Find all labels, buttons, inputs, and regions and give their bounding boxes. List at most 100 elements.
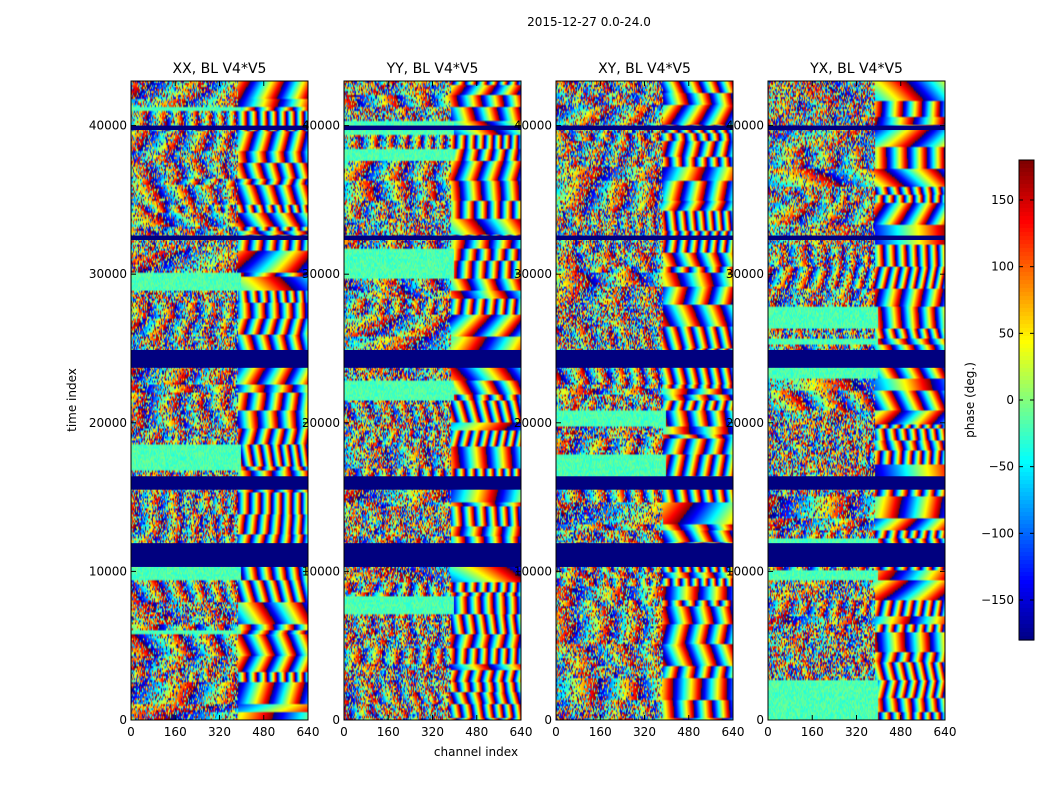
colorbar-tick-label: 100	[991, 260, 1014, 274]
y-tick-label: 10000	[514, 564, 552, 578]
colorbar-segment	[1019, 196, 1034, 201]
flagged-band	[131, 349, 308, 368]
y-tick-label: 0	[756, 713, 764, 727]
y-tick-label: 30000	[726, 267, 764, 281]
flagged-band	[344, 349, 521, 368]
colorbar-segment	[1019, 612, 1034, 617]
colorbar-segment	[1019, 220, 1034, 225]
flagged-band	[556, 125, 733, 131]
x-tick-label: 320	[421, 725, 444, 739]
panels: XX, BL V4*V5 0 160 320 480 640 0 10000 20000 3000…	[89, 61, 957, 739]
colorbar-segment	[1019, 404, 1034, 409]
colorbar-segment	[1019, 600, 1034, 605]
y-tick-label: 10000	[89, 564, 127, 578]
colorbar-segment	[1019, 232, 1034, 237]
colorbar-segment	[1019, 452, 1034, 457]
x-tick-label: 160	[164, 725, 187, 739]
x-tick-label: 640	[722, 725, 745, 739]
panel-xy: XY, BL V4*V5 0 160 320 480 640 0 10000 20000 3000…	[514, 61, 745, 739]
flagged-band	[344, 476, 521, 490]
colorbar-segment	[1019, 564, 1034, 569]
y-tick-label: 40000	[89, 119, 127, 133]
x-tick-label: 480	[252, 725, 275, 739]
colorbar-segment	[1019, 372, 1034, 377]
colorbar-segment	[1019, 268, 1034, 273]
colorbar-segment	[1019, 384, 1034, 389]
y-tick-label: 30000	[89, 267, 127, 281]
colorbar-segment	[1019, 284, 1034, 289]
colorbar-segment	[1019, 248, 1034, 253]
heatmap-xy	[556, 81, 733, 720]
colorbar-segment	[1019, 624, 1034, 629]
y-tick-label: 0	[332, 713, 340, 727]
colorbar-segment	[1019, 580, 1034, 585]
x-tick-label: 480	[889, 725, 912, 739]
colorbar-segment	[1019, 208, 1034, 213]
colorbar-segment	[1019, 488, 1034, 493]
flagged-band	[131, 543, 308, 567]
x-tick-label: 640	[510, 725, 533, 739]
colorbar-segment	[1019, 388, 1034, 393]
colorbar-segment	[1019, 348, 1034, 353]
colorbar-tick-label: −100	[981, 526, 1014, 540]
colorbar-segment	[1019, 476, 1034, 481]
y-tick-label: 20000	[302, 416, 340, 430]
colorbar-segment	[1019, 368, 1034, 373]
colorbar-segment	[1019, 560, 1034, 565]
colorbar-segment	[1019, 512, 1034, 517]
flagged-band	[556, 349, 733, 368]
colorbar-segment	[1019, 200, 1034, 205]
colorbar-segment	[1019, 460, 1034, 465]
colorbar-segment	[1019, 620, 1034, 625]
colorbar-segment	[1019, 204, 1034, 209]
colorbar-segment	[1019, 604, 1034, 609]
panel-yx: YX, BL V4*V5 0 160 320 480 640 0 10000 20000 3000…	[726, 61, 957, 739]
colorbar-segment	[1019, 520, 1034, 525]
colorbar-segment	[1019, 552, 1034, 557]
flagged-band	[768, 349, 945, 368]
colorbar-segment	[1019, 608, 1034, 613]
panel-title-xx: XX, BL V4*V5	[173, 61, 267, 77]
x-tick-label: 0	[764, 725, 772, 739]
colorbar-segment	[1019, 428, 1034, 433]
colorbar-segment	[1019, 260, 1034, 265]
flagged-band	[344, 543, 521, 567]
colorbar-segment	[1019, 496, 1034, 501]
y-tick-label: 40000	[726, 119, 764, 133]
colorbar-segment	[1019, 616, 1034, 621]
colorbar-segment	[1019, 228, 1034, 233]
x-tick-label: 160	[589, 725, 612, 739]
x-tick-label: 160	[377, 725, 400, 739]
colorbar-segment	[1019, 352, 1034, 357]
flagged-band	[131, 235, 308, 241]
flagged-band	[556, 476, 733, 490]
colorbar-segment	[1019, 304, 1034, 309]
colorbar-segment	[1019, 568, 1034, 573]
colorbar: −150 −100 −50 0 50 100 150	[981, 159, 1035, 641]
x-tick-label: 0	[127, 725, 135, 739]
colorbar-segment	[1019, 316, 1034, 321]
x-tick-label: 640	[934, 725, 957, 739]
colorbar-segment	[1019, 364, 1034, 369]
colorbar-segment	[1019, 164, 1034, 169]
x-tick-label: 480	[677, 725, 700, 739]
colorbar-tick-label: −50	[989, 460, 1014, 474]
flagged-band	[768, 125, 945, 131]
y-tick-label: 40000	[514, 119, 552, 133]
colorbar-segment	[1019, 528, 1034, 533]
colorbar-segment	[1019, 500, 1034, 505]
colorbar-segment	[1019, 492, 1034, 497]
colorbar-segment	[1019, 524, 1034, 529]
colorbar-segment	[1019, 456, 1034, 461]
x-tick-label: 320	[208, 725, 231, 739]
colorbar-segment	[1019, 440, 1034, 445]
y-axis-label: time index	[65, 368, 79, 432]
colorbar-segment	[1019, 180, 1034, 185]
colorbar-segment	[1019, 540, 1034, 545]
flagged-band	[768, 235, 945, 241]
colorbar-segment	[1019, 236, 1034, 241]
colorbar-segment	[1019, 328, 1034, 333]
colorbar-segment	[1019, 340, 1034, 345]
colorbar-segment	[1019, 376, 1034, 381]
